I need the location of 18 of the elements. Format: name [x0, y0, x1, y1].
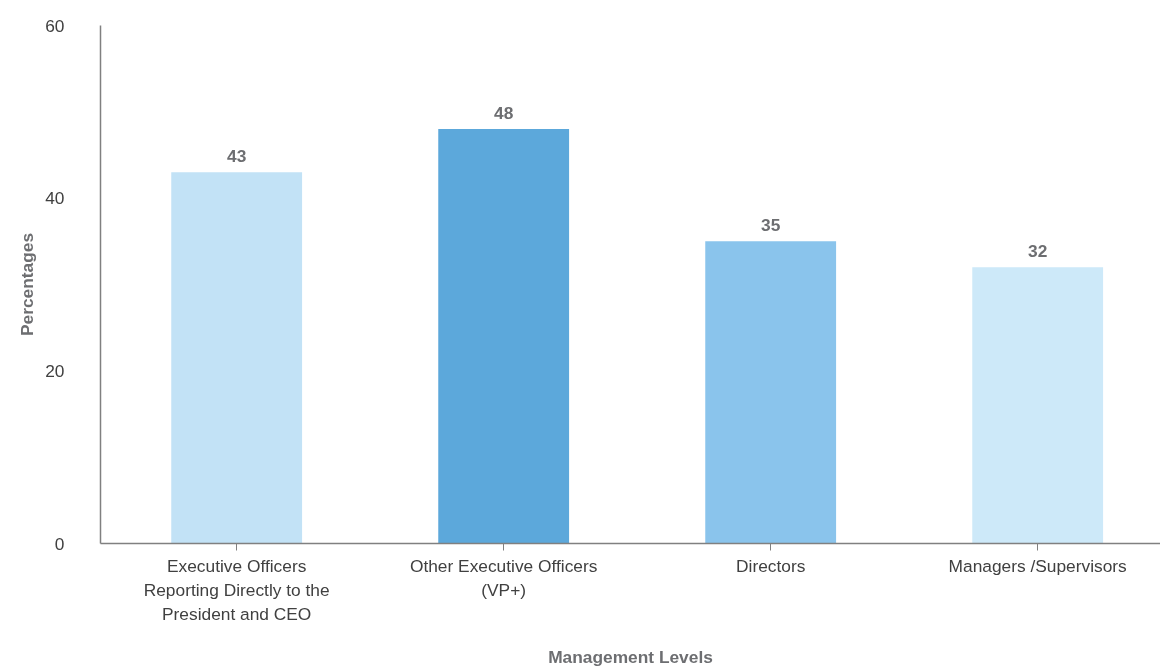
bar	[705, 241, 837, 544]
x-tick-label: Other Executive Officers (VP+)	[409, 555, 598, 600]
x-axis-title: Management Levels	[548, 646, 713, 667]
y-tick-label: 40	[45, 188, 65, 209]
data-label: 48	[494, 103, 514, 124]
x-tick-label: Managers /Supervisors	[948, 555, 1128, 576]
y-tick-label: 20	[45, 360, 65, 381]
y-axis-title: Percentages	[17, 232, 38, 337]
data-label: 35	[761, 215, 781, 236]
bar	[972, 267, 1104, 544]
x-tick-label: Directors	[736, 555, 806, 576]
bar	[171, 172, 303, 544]
data-label: 43	[227, 146, 247, 167]
y-tick-label: 0	[54, 533, 65, 554]
y-tick-label: 60	[45, 15, 65, 36]
bar	[438, 129, 570, 544]
data-label: 32	[1028, 241, 1048, 262]
x-tick-label: Executive Officers Reporting Directly to the President and CEO	[143, 555, 330, 624]
